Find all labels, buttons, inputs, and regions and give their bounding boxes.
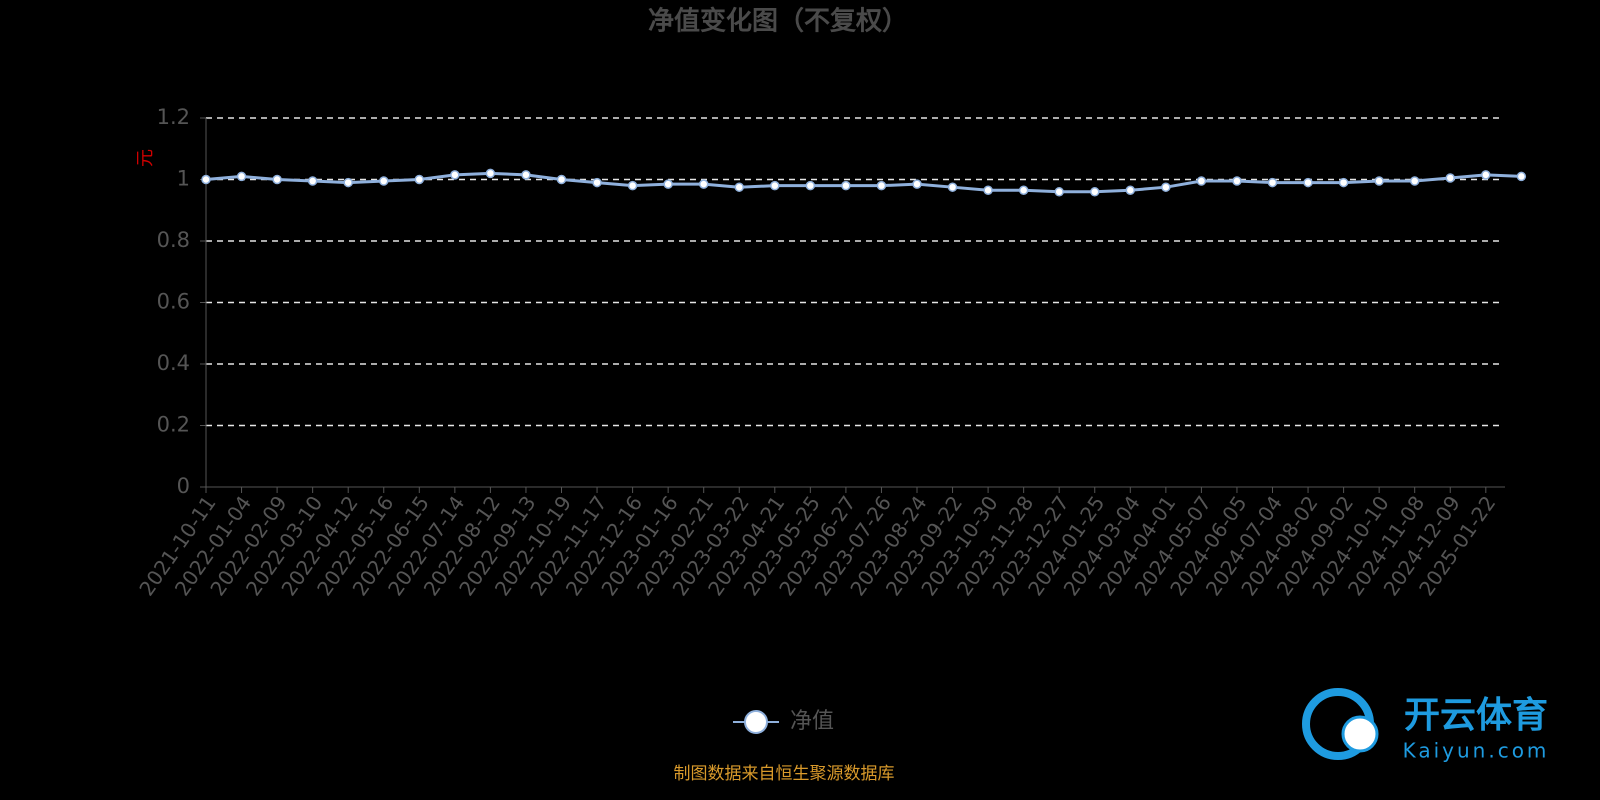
point [876,180,887,191]
point [307,176,318,186]
y-tick-label: 0.6 [157,290,190,314]
point [1374,176,1384,186]
point [592,177,602,188]
point [1054,187,1064,197]
point [627,180,638,191]
point [1445,173,1455,183]
series-line [205,171,1522,194]
point [770,180,780,191]
watermark-brand: 开云体育 [1404,695,1548,736]
point [663,179,673,189]
point [841,180,851,191]
watermark-site: Kaiyun.com [1403,739,1550,763]
point [379,176,389,186]
logo-ball [1341,715,1379,753]
point [414,174,425,185]
point [272,174,282,185]
y-tick-label: 0.8 [157,228,190,252]
point [201,174,211,185]
point [450,170,460,180]
y-axis-label: 元 [135,149,156,167]
point [1481,170,1491,180]
y-tick-label: 1.2 [157,105,190,129]
point [1196,176,1207,186]
point [1409,176,1420,186]
point [734,182,744,192]
point [556,174,567,185]
legend-label: 净值 [790,709,834,734]
point [1018,185,1029,196]
point [1267,177,1278,188]
y-tick-label: 0 [177,474,190,498]
y-tick-label: 0.4 [157,351,190,375]
point [1125,185,1136,196]
watermark: 开云体育 Kaiyun.com [1302,688,1550,763]
point [912,179,922,189]
point [343,177,353,188]
point [1090,187,1100,197]
legend-marker [744,710,768,734]
point [1161,182,1171,192]
point [1232,176,1242,186]
y-tick-label: 1 [177,167,190,191]
point [983,185,993,196]
point [1516,171,1527,182]
chart-title: 净值变化图（不复权） [648,6,908,37]
point [1303,177,1313,188]
source-note: 制图数据来自恒生聚源数据库 [674,764,895,784]
y-tick-label: 0.2 [157,413,190,437]
point [698,179,709,189]
point [236,171,247,182]
point [521,170,531,180]
point [485,168,496,179]
point [1338,177,1349,188]
point [947,182,958,192]
point [805,180,816,191]
